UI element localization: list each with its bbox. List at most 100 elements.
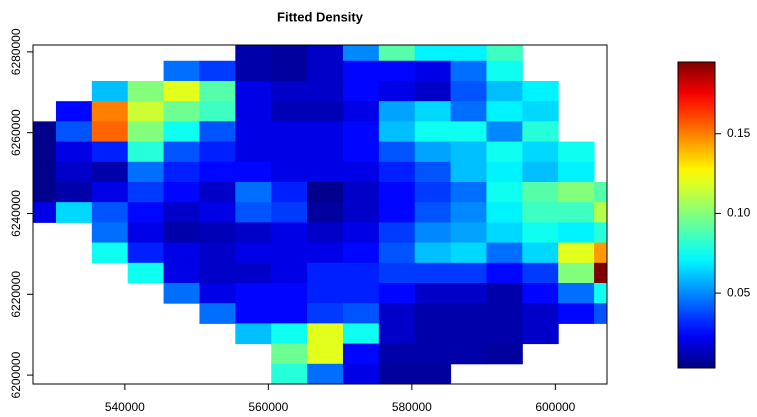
- heat-cell: [378, 60, 416, 82]
- heat-cell: [235, 60, 272, 82]
- heat-cell: [33, 181, 57, 203]
- heat-cell: [414, 363, 452, 384]
- heat-cell: [486, 181, 523, 203]
- heat-cell: [522, 161, 559, 183]
- heat-cell: [127, 181, 165, 203]
- heat-cell: [342, 202, 380, 223]
- colorbar-tick-label: 0.15: [727, 126, 751, 140]
- heat-cell: [91, 181, 129, 203]
- heat-cell: [163, 141, 200, 163]
- heat-cell: [199, 60, 236, 82]
- heat-cell: [91, 80, 129, 102]
- heat-cell: [450, 60, 487, 82]
- heat-cell: [55, 101, 93, 122]
- heat-cell: [486, 343, 523, 365]
- x-tick-label: 600000: [535, 400, 575, 414]
- heat-cell: [91, 101, 129, 122]
- heat-cell: [33, 141, 57, 163]
- heat-cell: [414, 181, 452, 203]
- heat-cell: [522, 181, 559, 203]
- heat-cell: [307, 161, 344, 183]
- heat-cell: [450, 80, 487, 102]
- heat-cell: [307, 60, 344, 82]
- heat-cell: [378, 282, 416, 304]
- heat-cell: [199, 202, 236, 223]
- heat-cell: [271, 282, 308, 304]
- heat-cell: [271, 303, 308, 324]
- heat-cell: [342, 282, 380, 304]
- heat-cell: [163, 222, 200, 244]
- heat-cell: [127, 101, 165, 122]
- heat-cell: [342, 161, 380, 183]
- heat-cell: [271, 141, 308, 163]
- heat-cell: [127, 121, 165, 143]
- heat-cell: [342, 121, 380, 143]
- heat-cell: [55, 121, 93, 143]
- heat-cell: [414, 323, 452, 345]
- heat-cell: [486, 80, 523, 102]
- heat-cell: [414, 80, 452, 102]
- heat-cell: [450, 202, 487, 223]
- heat-cell: [378, 202, 416, 223]
- heat-cell: [378, 161, 416, 183]
- heat-cell: [450, 262, 487, 284]
- heat-cell: [522, 242, 559, 264]
- heat-cell: [127, 141, 165, 163]
- heat-cell: [342, 60, 380, 82]
- heat-cell: [486, 202, 523, 223]
- heat-cell: [486, 323, 523, 345]
- heat-cell: [199, 161, 236, 183]
- y-tick-label: 6240000: [9, 190, 23, 237]
- heat-cell: [378, 45, 416, 62]
- heat-cell: [271, 101, 308, 122]
- x-tick-label: 560000: [248, 400, 288, 414]
- heat-cell: [558, 242, 595, 264]
- heat-cell: [522, 262, 559, 284]
- heat-cell: [271, 181, 308, 203]
- heat-cell: [594, 181, 607, 203]
- heat-cell: [486, 101, 523, 122]
- heat-cell: [378, 303, 416, 324]
- heat-cell: [91, 161, 129, 183]
- heat-cell: [271, 222, 308, 244]
- heat-cell: [522, 80, 559, 102]
- heat-cell: [163, 60, 200, 82]
- heat-cell: [522, 202, 559, 223]
- heat-cell: [55, 202, 93, 223]
- heat-cell: [307, 363, 344, 384]
- heat-cell: [199, 101, 236, 122]
- heat-cell: [522, 282, 559, 304]
- heat-cell: [91, 121, 129, 143]
- heat-cell: [33, 161, 57, 183]
- heat-cell: [235, 45, 272, 62]
- heat-cell: [199, 141, 236, 163]
- heat-cell: [450, 282, 487, 304]
- heat-cell: [414, 303, 452, 324]
- heat-cell: [558, 161, 595, 183]
- heat-cell: [91, 202, 129, 223]
- heat-cell: [342, 222, 380, 244]
- heat-cell: [522, 101, 559, 122]
- heat-cell: [450, 181, 487, 203]
- heat-cell: [414, 101, 452, 122]
- heat-cell: [33, 202, 57, 223]
- heat-cell: [378, 262, 416, 284]
- heat-cell: [199, 121, 236, 143]
- heat-cell: [378, 363, 416, 384]
- heat-cell: [450, 242, 487, 264]
- y-tick-label: 6280000: [9, 28, 23, 75]
- heat-cell: [235, 101, 272, 122]
- heat-cell: [450, 161, 487, 183]
- chart-title: Fitted Density: [277, 9, 364, 24]
- heat-cell: [199, 181, 236, 203]
- heat-cell: [414, 60, 452, 82]
- heat-cell: [450, 323, 487, 345]
- heat-cell: [235, 242, 272, 264]
- heat-cell: [91, 222, 129, 244]
- heat-cell: [91, 242, 129, 264]
- heat-cell: [199, 262, 236, 284]
- heat-cell: [558, 262, 595, 284]
- heat-cell: [307, 242, 344, 264]
- heat-cell: [486, 121, 523, 143]
- heat-cell: [235, 303, 272, 324]
